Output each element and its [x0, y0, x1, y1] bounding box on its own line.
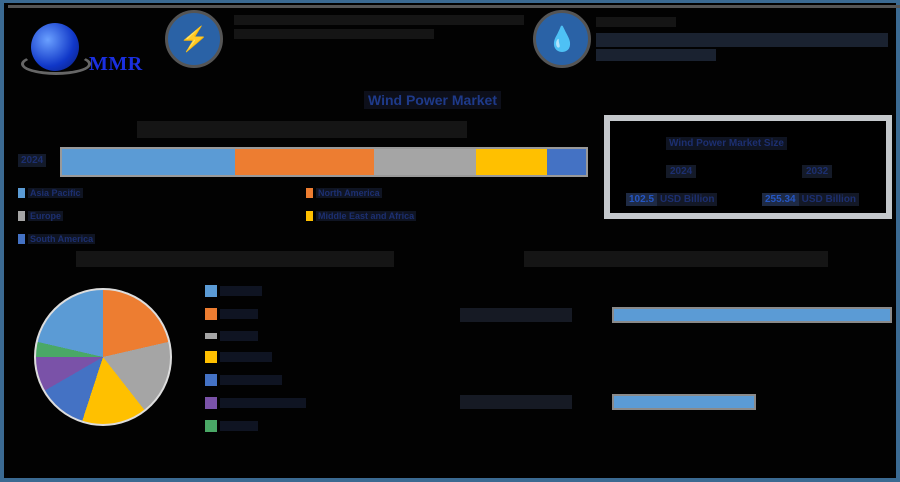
- feature-text-right-title: [596, 17, 676, 27]
- bar-segment-south-america: [546, 149, 586, 175]
- hbar-chart-title: [524, 251, 828, 267]
- hbar-label-2: [460, 395, 572, 409]
- market-size-year-end: 2032: [802, 165, 833, 178]
- market-size-value-end: 255.34 USD Billion: [762, 193, 860, 206]
- stacked-bar-year-label: 2024: [18, 154, 47, 167]
- pie-legend-3: [205, 330, 258, 342]
- pie-legend-2: [205, 308, 258, 320]
- legend-europe: Europe: [18, 210, 64, 222]
- pie-legend-6: [205, 397, 306, 409]
- pie-legend-7: [205, 420, 258, 432]
- stacked-bar: [60, 147, 588, 177]
- feature-text-right-line2: [596, 49, 716, 61]
- feature-text-left-line1: [234, 15, 524, 25]
- market-size-value-start: 102.5 USD Billion: [626, 193, 718, 206]
- pie-chart-title: [76, 251, 394, 267]
- hbar-label-1: [460, 308, 572, 322]
- pie-chart: [34, 288, 172, 426]
- feature-text-right-line1: [596, 33, 888, 47]
- logo-text: MMR: [89, 53, 143, 75]
- market-size-box: Wind Power Market Size 2024 2032 102.5 US…: [604, 115, 892, 219]
- legend-mea: Middle East and Africa: [306, 210, 417, 222]
- page-title: Wind Power Market: [364, 91, 502, 109]
- bar-segment-asia-pacific: [62, 149, 235, 175]
- legend-north-america: North America: [306, 187, 382, 199]
- water-drop-icon: 💧: [533, 10, 591, 68]
- feature-text-left-line2: [234, 29, 434, 39]
- market-size-title: Wind Power Market Size: [666, 137, 787, 150]
- bar-segment-north-america: [234, 149, 374, 175]
- globe-icon: [31, 23, 79, 71]
- market-size-year-start: 2024: [666, 165, 697, 178]
- pie-legend-5: [205, 374, 282, 386]
- pie-legend-1: [205, 285, 262, 297]
- hbar-1: [612, 307, 892, 323]
- hbar-2: [612, 394, 756, 410]
- lightning-bolt-icon: ⚡: [165, 10, 223, 68]
- bar-segment-mea: [475, 149, 547, 175]
- stacked-chart-title: [137, 121, 467, 138]
- bar-segment-europe: [373, 149, 476, 175]
- top-divider: [8, 5, 900, 8]
- legend-asia-pacific: Asia Pacific: [18, 187, 83, 199]
- legend-south-america: South America: [18, 233, 96, 245]
- pie-legend-4: [205, 351, 272, 363]
- logo-ring: [21, 53, 91, 75]
- mmr-logo: MMR: [19, 17, 144, 83]
